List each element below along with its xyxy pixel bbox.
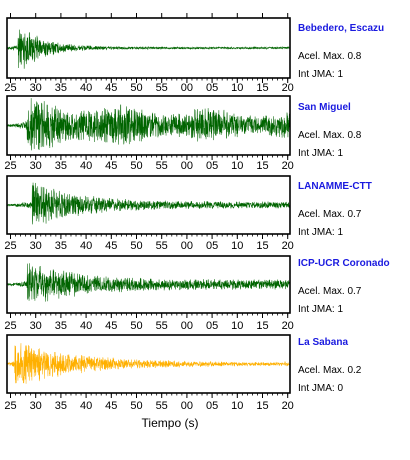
tick-label: 20: [282, 82, 294, 94]
tick-label: 45: [105, 320, 117, 332]
station-name: LANAMME-CTT: [298, 181, 372, 192]
tick-label: 30: [30, 400, 42, 412]
tick-label: 35: [55, 160, 67, 172]
tick-label: 20: [282, 160, 294, 172]
jma-intensity-label: Int JMA: 1: [298, 148, 344, 159]
waveform-trace-4: [6, 263, 291, 302]
tick-label: 20: [282, 240, 294, 252]
tick-label: 55: [156, 82, 168, 94]
tick-label: 10: [231, 82, 243, 94]
tick-label: 55: [156, 160, 168, 172]
tick-label: 50: [130, 82, 142, 94]
tick-label: 25: [4, 160, 16, 172]
tick-label: 15: [256, 82, 268, 94]
tick-label: 25: [4, 240, 16, 252]
tick-label: 30: [30, 240, 42, 252]
tick-label: 05: [206, 320, 218, 332]
tick-label: 30: [30, 82, 42, 94]
waveform-trace-3: [6, 182, 291, 225]
tick-label: 45: [105, 240, 117, 252]
jma-intensity-label: Int JMA: 0: [298, 383, 344, 394]
tick-label: 05: [206, 160, 218, 172]
panel-frame-1: [6, 17, 291, 79]
acel-max-label: Acel. Max. 0.7: [298, 286, 362, 297]
tick-label: 50: [130, 320, 142, 332]
tick-label: 25: [4, 400, 16, 412]
tick-label: 00: [181, 160, 193, 172]
tick-label: 45: [105, 160, 117, 172]
tick-label: 50: [130, 400, 142, 412]
tick-label: 40: [80, 160, 92, 172]
tick-label: 55: [156, 240, 168, 252]
tick-label: 15: [256, 160, 268, 172]
tick-label: 25: [4, 82, 16, 94]
tick-label: 50: [130, 240, 142, 252]
tick-label: 35: [55, 320, 67, 332]
tick-label: 35: [55, 400, 67, 412]
tick-label: 50: [130, 160, 142, 172]
tick-label: 25: [4, 320, 16, 332]
tick-label: 10: [231, 400, 243, 412]
acel-max-label: Acel. Max. 0.7: [298, 209, 362, 220]
tick-label: 10: [231, 240, 243, 252]
tick-label: 40: [80, 320, 92, 332]
tick-label: 40: [80, 400, 92, 412]
station-name: ICP-UCR Coronado: [298, 258, 390, 269]
tick-label: 05: [206, 82, 218, 94]
panel-frame-5: [6, 334, 291, 394]
station-name: Bebedero, Escazu: [298, 23, 385, 34]
panel-frame-2: [6, 95, 291, 156]
tick-label: 45: [105, 82, 117, 94]
tick-label: 15: [256, 320, 268, 332]
tick-label: 30: [30, 320, 42, 332]
jma-intensity-label: Int JMA: 1: [298, 304, 344, 315]
tick-label: 05: [206, 240, 218, 252]
acel-max-label: Acel. Max. 0.8: [298, 130, 362, 141]
waveform-trace-1: [6, 29, 291, 69]
jma-intensity-label: Int JMA: 1: [298, 69, 344, 80]
tick-label: 35: [55, 240, 67, 252]
tick-label: 20: [282, 320, 294, 332]
tick-label: 20: [282, 400, 294, 412]
tick-label: 55: [156, 320, 168, 332]
waveform-trace-2: [6, 98, 291, 151]
station-name: San Miguel: [298, 102, 351, 113]
tick-label: 10: [231, 160, 243, 172]
tick-label: 00: [181, 82, 193, 94]
tick-label: 15: [256, 240, 268, 252]
tick-label: 00: [181, 320, 193, 332]
tick-label: 00: [181, 400, 193, 412]
panel-frame-4: [6, 255, 291, 314]
waveform-trace-5: [6, 343, 291, 384]
tick-label: 05: [206, 400, 218, 412]
tick-label: 00: [181, 240, 193, 252]
acel-max-label: Acel. Max. 0.2: [298, 365, 362, 376]
tick-label: 40: [80, 240, 92, 252]
tick-label: 15: [256, 400, 268, 412]
x-axis-label: Tiempo (s): [141, 416, 199, 430]
tick-label: 10: [231, 320, 243, 332]
station-name: La Sabana: [298, 337, 349, 348]
acel-max-label: Acel. Max. 0.8: [298, 51, 362, 62]
tick-label: 40: [80, 82, 92, 94]
tick-label: 35: [55, 82, 67, 94]
panel-frame-3: [6, 175, 291, 235]
tick-label: 55: [156, 400, 168, 412]
tick-label: 45: [105, 400, 117, 412]
tick-label: 30: [30, 160, 42, 172]
jma-intensity-label: Int JMA: 1: [298, 227, 344, 238]
